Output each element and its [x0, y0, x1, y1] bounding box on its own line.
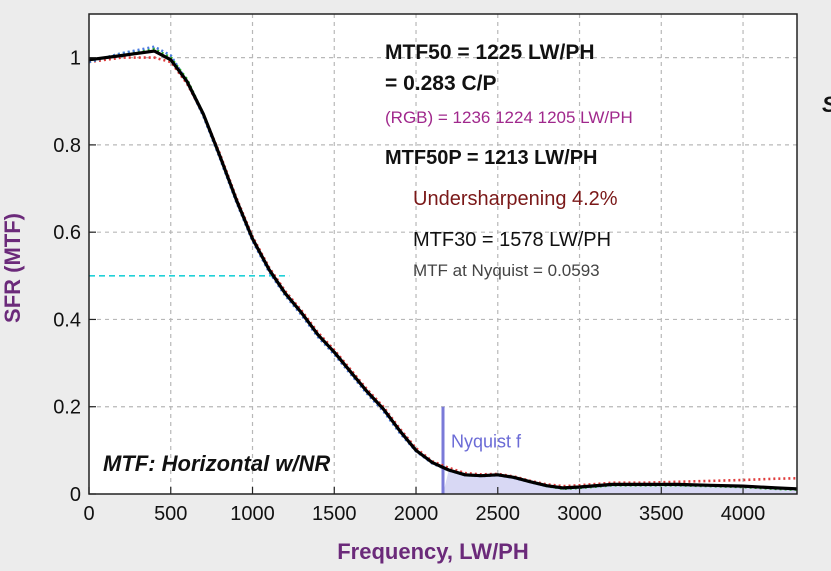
x-tick-label: 4000 — [721, 503, 766, 525]
x-tick-label: 2000 — [394, 503, 439, 525]
cutoff-letter: S — [822, 92, 831, 118]
series-line-luminance — [88, 49, 798, 491]
y-tick-label: 0 — [70, 484, 81, 506]
rgb-mtf50-text: (RGB) = 1236 1224 1205 LW/PH — [385, 108, 633, 127]
nyquist-mtf-text: MTF at Nyquist = 0.0593 — [413, 261, 600, 280]
mtf-direction-label: MTF: Horizontal w/NR — [103, 451, 331, 476]
cycles-per-pixel-text: = 0.283 C/P — [385, 72, 497, 95]
x-tick-label: 1500 — [312, 503, 357, 525]
mtf50p-text: MTF50P = 1213 LW/PH — [385, 147, 598, 169]
x-tick-label: 3000 — [557, 503, 602, 525]
y-tick-label: 0.6 — [53, 222, 81, 244]
x-tick-label: 500 — [154, 503, 187, 525]
nyquist-label: Nyquist f — [451, 432, 522, 452]
y-tick-label: 1 — [70, 48, 81, 70]
beyond-nyquist-shade — [443, 470, 797, 494]
axes-frame — [88, 13, 798, 495]
y-axis-title: SFR (MTF) — [0, 213, 25, 323]
x-tick-label: 3500 — [639, 503, 684, 525]
mtf50-text: MTF50 = 1225 LW/PH — [385, 41, 595, 64]
y-tick-label: 0.2 — [53, 397, 81, 419]
x-tick-label: 1000 — [230, 503, 275, 525]
y-tick-label: 0.4 — [53, 309, 81, 331]
x-tick-label: 0 — [83, 503, 94, 525]
x-axis-title: Frequency, LW/PH — [337, 539, 529, 564]
y-tick-label: 0.8 — [53, 135, 81, 157]
mtf30-text: MTF30 = 1578 LW/PH — [413, 229, 612, 251]
x-tick-label: 2500 — [476, 503, 521, 525]
undersharpening-text: Undersharpening 4.2% — [413, 188, 618, 210]
